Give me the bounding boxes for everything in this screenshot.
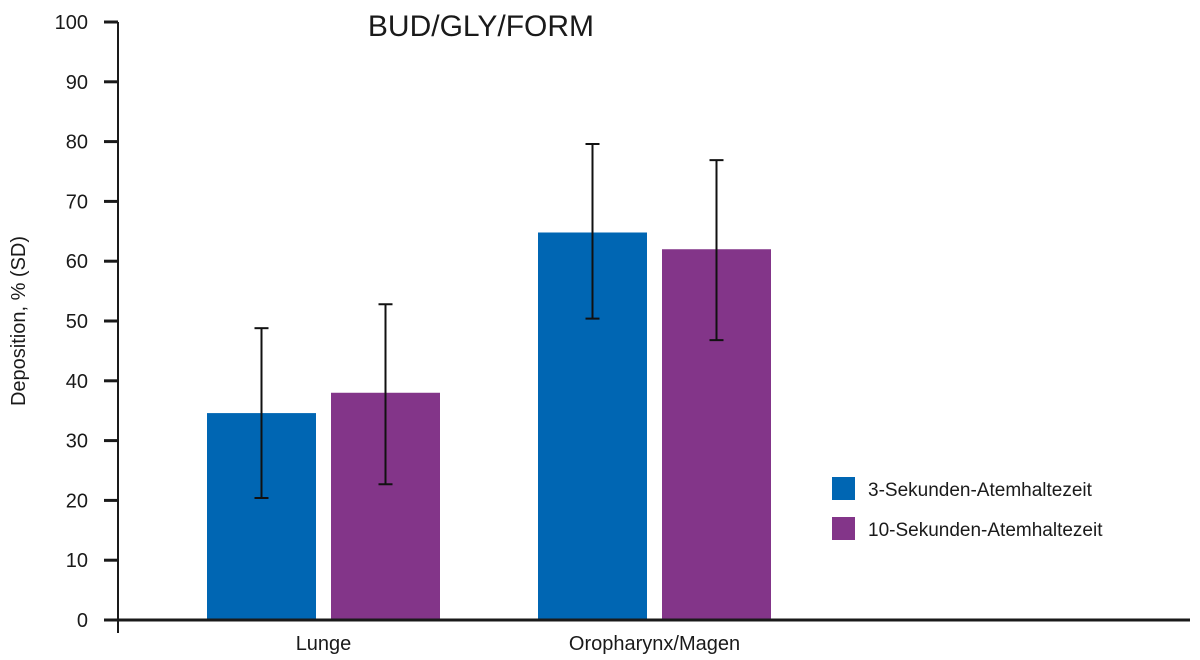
y-tick-label: 100 (55, 12, 88, 34)
x-category-label: Lunge (296, 633, 352, 655)
y-tick-label: 60 (66, 251, 88, 273)
y-tick-label: 70 (66, 191, 88, 213)
chart-title: BUD/GLY/FORM (368, 10, 594, 43)
legend-label: 10-Sekunden-Atemhaltezeit (868, 520, 1103, 541)
y-tick-label: 30 (66, 431, 88, 453)
legend-swatch (832, 517, 855, 540)
x-category-label: Oropharynx/Magen (569, 633, 740, 655)
y-tick-label: 40 (66, 371, 88, 393)
y-tick-label: 0 (77, 610, 88, 632)
y-tick-label: 80 (66, 132, 88, 154)
y-tick-label: 20 (66, 490, 88, 512)
y-tick-label: 90 (66, 72, 88, 94)
y-tick-label: 50 (66, 311, 88, 333)
y-tick-label: 10 (66, 550, 88, 572)
legend-swatch (832, 477, 855, 500)
y-axis-label: Deposition, % (SD) (8, 236, 30, 406)
legend-label: 3-Sekunden-Atemhaltezeit (868, 480, 1093, 501)
